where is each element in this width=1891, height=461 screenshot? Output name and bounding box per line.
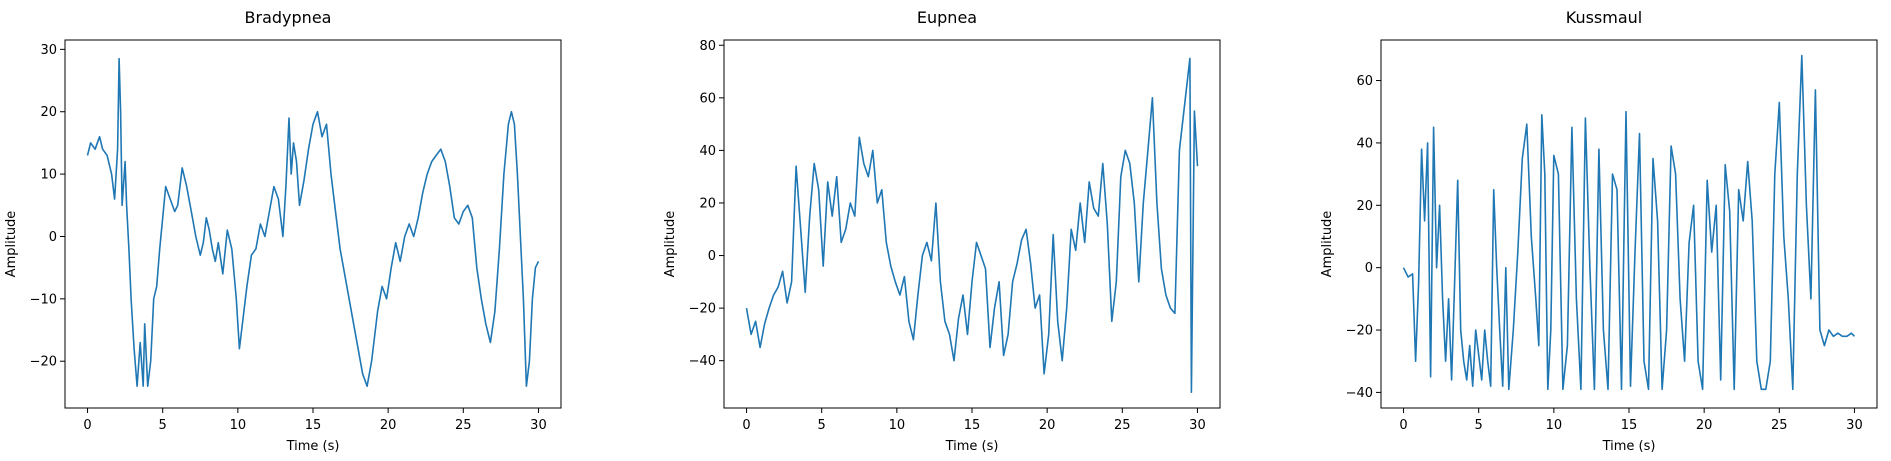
x-axis-label: Time (s) — [1602, 439, 1656, 454]
x-axis-label: Time (s) — [286, 439, 340, 454]
x-tick-label: 25 — [1771, 418, 1788, 433]
y-tick-label: 0 — [708, 249, 716, 264]
y-tick-label: 0 — [49, 230, 57, 245]
y-tick-label: −20 — [30, 355, 57, 370]
chart-title: Kussmaul — [1566, 8, 1642, 27]
y-tick-label: −40 — [689, 354, 716, 369]
series-line — [1402, 54, 1856, 391]
y-tick-label: −10 — [30, 292, 57, 307]
y-tick-label: 30 — [40, 43, 57, 58]
y-tick-label: 40 — [1356, 136, 1373, 151]
x-tick-label: 10 — [1546, 418, 1563, 433]
y-tick-label: 10 — [40, 168, 57, 183]
x-tick-label: 10 — [889, 418, 906, 433]
x-tick-label: 10 — [230, 418, 247, 433]
x-tick-label: 25 — [455, 418, 472, 433]
subplot-kussmaul: Kussmaul Time (s) Amplitude 0 5 10 15 20 25 30… — [1320, 8, 1878, 454]
y-tick-label: 20 — [699, 196, 716, 211]
y-axis-label: Amplitude — [4, 211, 19, 278]
x-tick-label: 5 — [159, 418, 167, 433]
x-tick-label: 20 — [1039, 418, 1056, 433]
y-tick-label: 60 — [1356, 74, 1373, 89]
plot-area: 0 5 10 15 20 25 30 −20 −10 0 10 20 30 — [30, 39, 562, 433]
x-tick-label: 5 — [1475, 418, 1483, 433]
y-tick-label: 40 — [699, 144, 716, 159]
x-tick-label: 20 — [1696, 418, 1713, 433]
series-line — [745, 57, 1199, 394]
y-tick-label: 80 — [699, 39, 716, 54]
x-tick-label: 30 — [530, 418, 547, 433]
x-tick-label: 15 — [964, 418, 981, 433]
x-tick-label: 5 — [818, 418, 826, 433]
chart-title: Eupnea — [917, 8, 977, 27]
x-tick-label: 30 — [1846, 418, 1863, 433]
y-tick-label: −20 — [689, 302, 716, 317]
plot-area: 0 5 10 15 20 25 30 −40 −20 0 20 40 60 80 — [689, 39, 1221, 433]
subplot-bradypnea: Bradypnea Time (s) Amplitude 0 5 10 15 20 25 3… — [4, 8, 562, 454]
x-tick-label: 0 — [83, 418, 91, 433]
y-axis-label: Amplitude — [663, 211, 678, 278]
y-axis-label: Amplitude — [1320, 211, 1335, 278]
x-axis-label: Time (s) — [945, 439, 999, 454]
y-tick-label: 20 — [40, 105, 57, 120]
subplot-eupnea: Eupnea Time (s) Amplitude 0 5 10 15 20 25 30 −4… — [663, 8, 1221, 454]
x-tick-label: 0 — [742, 418, 750, 433]
x-tick-label: 25 — [1114, 418, 1131, 433]
y-tick-label: −20 — [1346, 324, 1373, 339]
y-tick-label: 0 — [1365, 261, 1373, 276]
plot-area: 0 5 10 15 20 25 30 −40 −20 0 20 40 60 — [1346, 39, 1878, 433]
x-tick-label: 0 — [1399, 418, 1407, 433]
x-tick-label: 20 — [380, 418, 397, 433]
chart-title: Bradypnea — [245, 8, 332, 27]
y-tick-label: 20 — [1356, 199, 1373, 214]
y-tick-label: 60 — [699, 91, 716, 106]
x-tick-label: 30 — [1189, 418, 1206, 433]
y-tick-label: −40 — [1346, 386, 1373, 401]
x-tick-label: 15 — [1621, 418, 1638, 433]
series-line — [86, 57, 540, 388]
x-tick-label: 15 — [305, 418, 322, 433]
